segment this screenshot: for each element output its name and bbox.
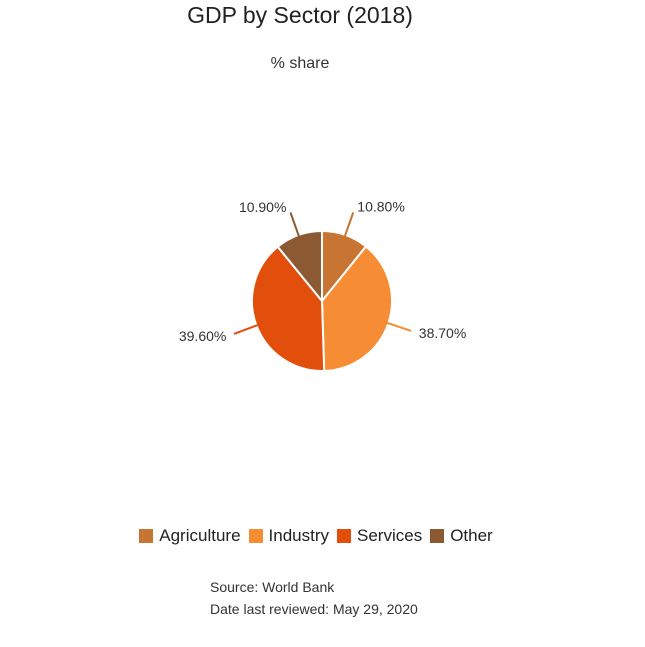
leader-line-services bbox=[233, 323, 259, 335]
chart-subtitle: % share bbox=[270, 55, 330, 72]
legend-label: Services bbox=[357, 526, 423, 545]
source-note: Source: World Bank bbox=[210, 579, 335, 595]
legend-label: Agriculture bbox=[159, 526, 241, 545]
chart-title: GDP by Sector (2018) bbox=[187, 2, 413, 28]
legend-item-agriculture[interactable]: Agriculture bbox=[139, 526, 241, 546]
pie-leader-lines bbox=[233, 212, 412, 335]
legend-item-other[interactable]: Other bbox=[430, 526, 493, 546]
last-reviewed-note: Date last reviewed: May 29, 2020 bbox=[210, 601, 418, 617]
legend-item-industry[interactable]: Industry bbox=[248, 526, 330, 546]
data-label-other: 10.90% bbox=[239, 199, 286, 215]
legend-item-services[interactable]: Services bbox=[337, 526, 422, 546]
legend-swatch bbox=[337, 529, 352, 543]
pie-data-labels: 10.80% 38.70% 39.60% 10.90% bbox=[179, 199, 466, 344]
legend-swatch bbox=[139, 529, 154, 543]
pie-slices bbox=[251, 229, 393, 372]
legend-label: Other bbox=[450, 526, 493, 545]
legend-swatch bbox=[430, 529, 445, 543]
leader-line-industry bbox=[386, 321, 412, 332]
legend: Agriculture Industry Services Other bbox=[0, 526, 632, 546]
data-label-industry: 38.70% bbox=[419, 325, 466, 341]
data-label-services: 39.60% bbox=[179, 328, 226, 344]
footer: Source: World Bank Date last reviewed: M… bbox=[210, 576, 418, 620]
pie-chart: 10.80% 38.70% 39.60% 10.90% bbox=[179, 199, 466, 372]
legend-label: Industry bbox=[268, 526, 330, 545]
legend-swatch bbox=[248, 529, 263, 543]
leader-line-agriculture bbox=[343, 212, 355, 238]
leader-line-other bbox=[289, 212, 301, 238]
data-label-agriculture: 10.80% bbox=[357, 199, 404, 215]
